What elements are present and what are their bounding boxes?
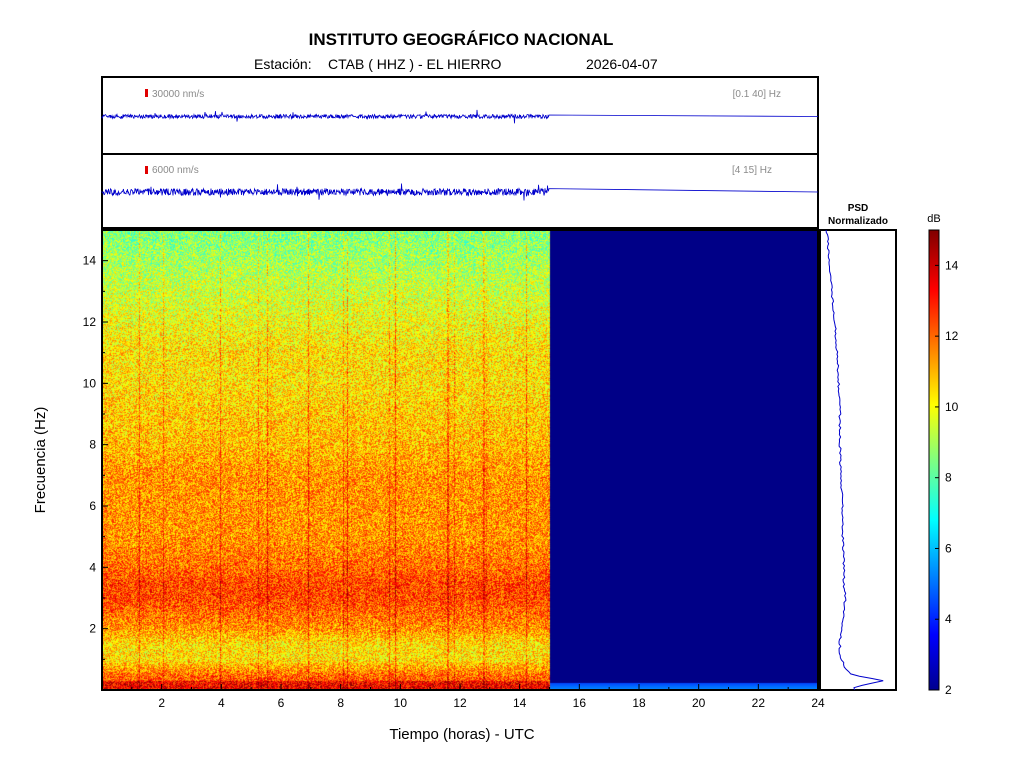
x-axis-label: Tiempo (horas) - UTC (389, 726, 534, 743)
x-tick-label: 14 (513, 696, 527, 710)
scale-bar-marker (145, 166, 148, 174)
x-tick-label: 8 (337, 696, 344, 710)
x-tick-label: 22 (752, 696, 766, 710)
colorbar-tick-label: 6 (945, 541, 952, 555)
psd-curve (825, 230, 884, 691)
trace-band-label: [4 15] Hz (732, 165, 772, 176)
y-tick-label: 4 (89, 560, 96, 574)
seismic-waveform (101, 183, 819, 201)
record-date: 2026-04-07 (586, 56, 658, 72)
x-tick-label: 4 (218, 696, 225, 710)
psd-title-line2: Normalizado (828, 216, 888, 227)
trace-scale-label: 30000 nm/s (152, 89, 204, 100)
x-tick-label: 20 (692, 696, 706, 710)
scale-bar-marker (145, 89, 148, 97)
trace-panel-filtered: 6000 nm/s [4 15] Hz (101, 153, 819, 229)
x-tick-label: 16 (573, 696, 587, 710)
psd-title-line1: PSD (848, 203, 869, 214)
colorbar-label: dB (927, 213, 940, 225)
trace-band-label: [0.1 40] Hz (733, 89, 781, 100)
colorbar-tick-label: 4 (945, 612, 952, 626)
y-axis-label: Frecuencia (Hz) (32, 407, 49, 514)
seismic-waveform (101, 109, 819, 124)
station-prefix: Estación: (254, 56, 312, 72)
x-tick-label: 18 (632, 696, 646, 710)
colorbar-tick-label: 12 (945, 329, 959, 343)
x-tick-label: 2 (158, 696, 165, 710)
y-axis-ticks: 2 4 6 8 10 12 14 (83, 254, 108, 660)
y-tick-label: 14 (83, 254, 97, 268)
spectrogram-image (102, 230, 818, 690)
colorbar-ticks: 2 4 6 8 10 12 14 (935, 258, 959, 697)
colorbar-tick-label: 2 (945, 683, 952, 697)
x-tick-label: 12 (453, 696, 467, 710)
psd-panel: PSD Normalizado (819, 203, 897, 691)
y-tick-label: 6 (89, 499, 96, 513)
figure-title: INSTITUTO GEOGRÁFICO NACIONAL (309, 30, 614, 49)
y-tick-label: 12 (83, 315, 97, 329)
station-name: CTAB ( HHZ ) - EL HIERRO (328, 56, 502, 72)
x-tick-label: 10 (394, 696, 408, 710)
y-tick-label: 8 (89, 438, 96, 452)
colorbar-gradient (928, 229, 940, 691)
colorbar-tick-label: 10 (945, 400, 959, 414)
colorbar-tick-label: 14 (945, 258, 959, 272)
x-tick-label: 6 (278, 696, 285, 710)
broadband-trace (101, 109, 819, 124)
y-tick-label: 2 (89, 622, 96, 636)
trace-scale-label: 6000 nm/s (152, 165, 199, 176)
colorbar-tick-label: 8 (945, 471, 952, 485)
trace-panel-broadband: 30000 nm/s [0.1 40] Hz (101, 76, 819, 155)
colorbar: dB 2 4 6 8 10 12 14 (927, 213, 958, 697)
x-axis-ticks: 2 4 6 8 10 12 14 16 18 20 22 24 (131, 684, 825, 710)
y-tick-label: 10 (83, 376, 97, 390)
filtered-trace (101, 183, 819, 201)
x-tick-label: 24 (811, 696, 825, 710)
